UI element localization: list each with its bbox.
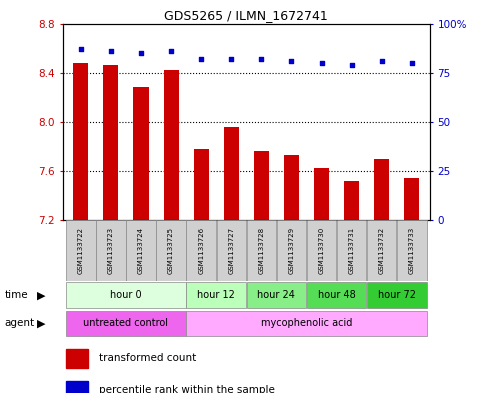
Point [77,46,85,52]
Point [287,58,295,64]
Bar [374,159,389,220]
Point [348,62,355,68]
Point [107,48,115,54]
Bar [247,283,306,308]
Text: hour 12: hour 12 [197,290,235,299]
Text: GSM1133725: GSM1133725 [168,227,174,274]
Text: time: time [5,290,28,300]
Text: hour 48: hour 48 [318,290,355,299]
Text: hour 24: hour 24 [257,290,296,299]
Text: hour 72: hour 72 [378,290,416,299]
Text: GSM1133732: GSM1133732 [379,227,385,274]
Text: ▶: ▶ [37,290,45,300]
Bar [397,220,426,281]
Bar [96,220,126,281]
Bar [367,220,397,281]
Bar [67,380,88,393]
Point [257,56,265,62]
Point [227,56,235,62]
Bar [67,349,88,368]
Bar [194,149,209,220]
Point [167,48,175,54]
Bar [66,283,186,308]
Text: ▶: ▶ [37,318,45,329]
Text: hour 0: hour 0 [110,290,142,299]
Text: GSM1133731: GSM1133731 [349,227,355,274]
Bar [186,311,426,336]
Text: GSM1133726: GSM1133726 [198,227,204,274]
Bar [367,283,426,308]
Text: GSM1133723: GSM1133723 [108,227,114,274]
Bar [156,220,186,281]
Bar [254,151,269,220]
Text: untreated control: untreated control [84,318,169,328]
Text: GSM1133728: GSM1133728 [258,227,264,274]
Point [408,60,416,66]
Text: GSM1133722: GSM1133722 [78,227,84,274]
Bar [344,181,359,220]
Bar [103,65,118,220]
Bar [277,220,306,281]
Point [198,56,205,62]
Title: GDS5265 / ILMN_1672741: GDS5265 / ILMN_1672741 [164,9,328,22]
Bar [404,178,419,220]
Bar [247,220,276,281]
Bar [216,220,246,281]
Bar [73,63,88,220]
Bar [284,155,299,220]
Point [137,50,145,56]
Point [378,58,385,64]
Text: agent: agent [5,318,35,329]
Bar [307,283,367,308]
Text: GSM1133724: GSM1133724 [138,227,144,274]
Point [318,60,326,66]
Text: GSM1133730: GSM1133730 [319,227,325,274]
Bar [133,88,149,220]
Text: GSM1133729: GSM1133729 [288,227,295,274]
Bar [66,220,96,281]
Text: GSM1133733: GSM1133733 [409,227,415,274]
Text: percentile rank within the sample: percentile rank within the sample [99,385,275,393]
Bar [186,220,216,281]
Bar [164,70,179,220]
Bar [126,220,156,281]
Bar [66,311,186,336]
Text: GSM1133727: GSM1133727 [228,227,234,274]
Bar [186,283,246,308]
Bar [314,169,329,220]
Bar [307,220,336,281]
Text: transformed count: transformed count [99,353,197,364]
Bar [337,220,367,281]
Text: mycophenolic acid: mycophenolic acid [261,318,352,328]
Bar [224,127,239,220]
